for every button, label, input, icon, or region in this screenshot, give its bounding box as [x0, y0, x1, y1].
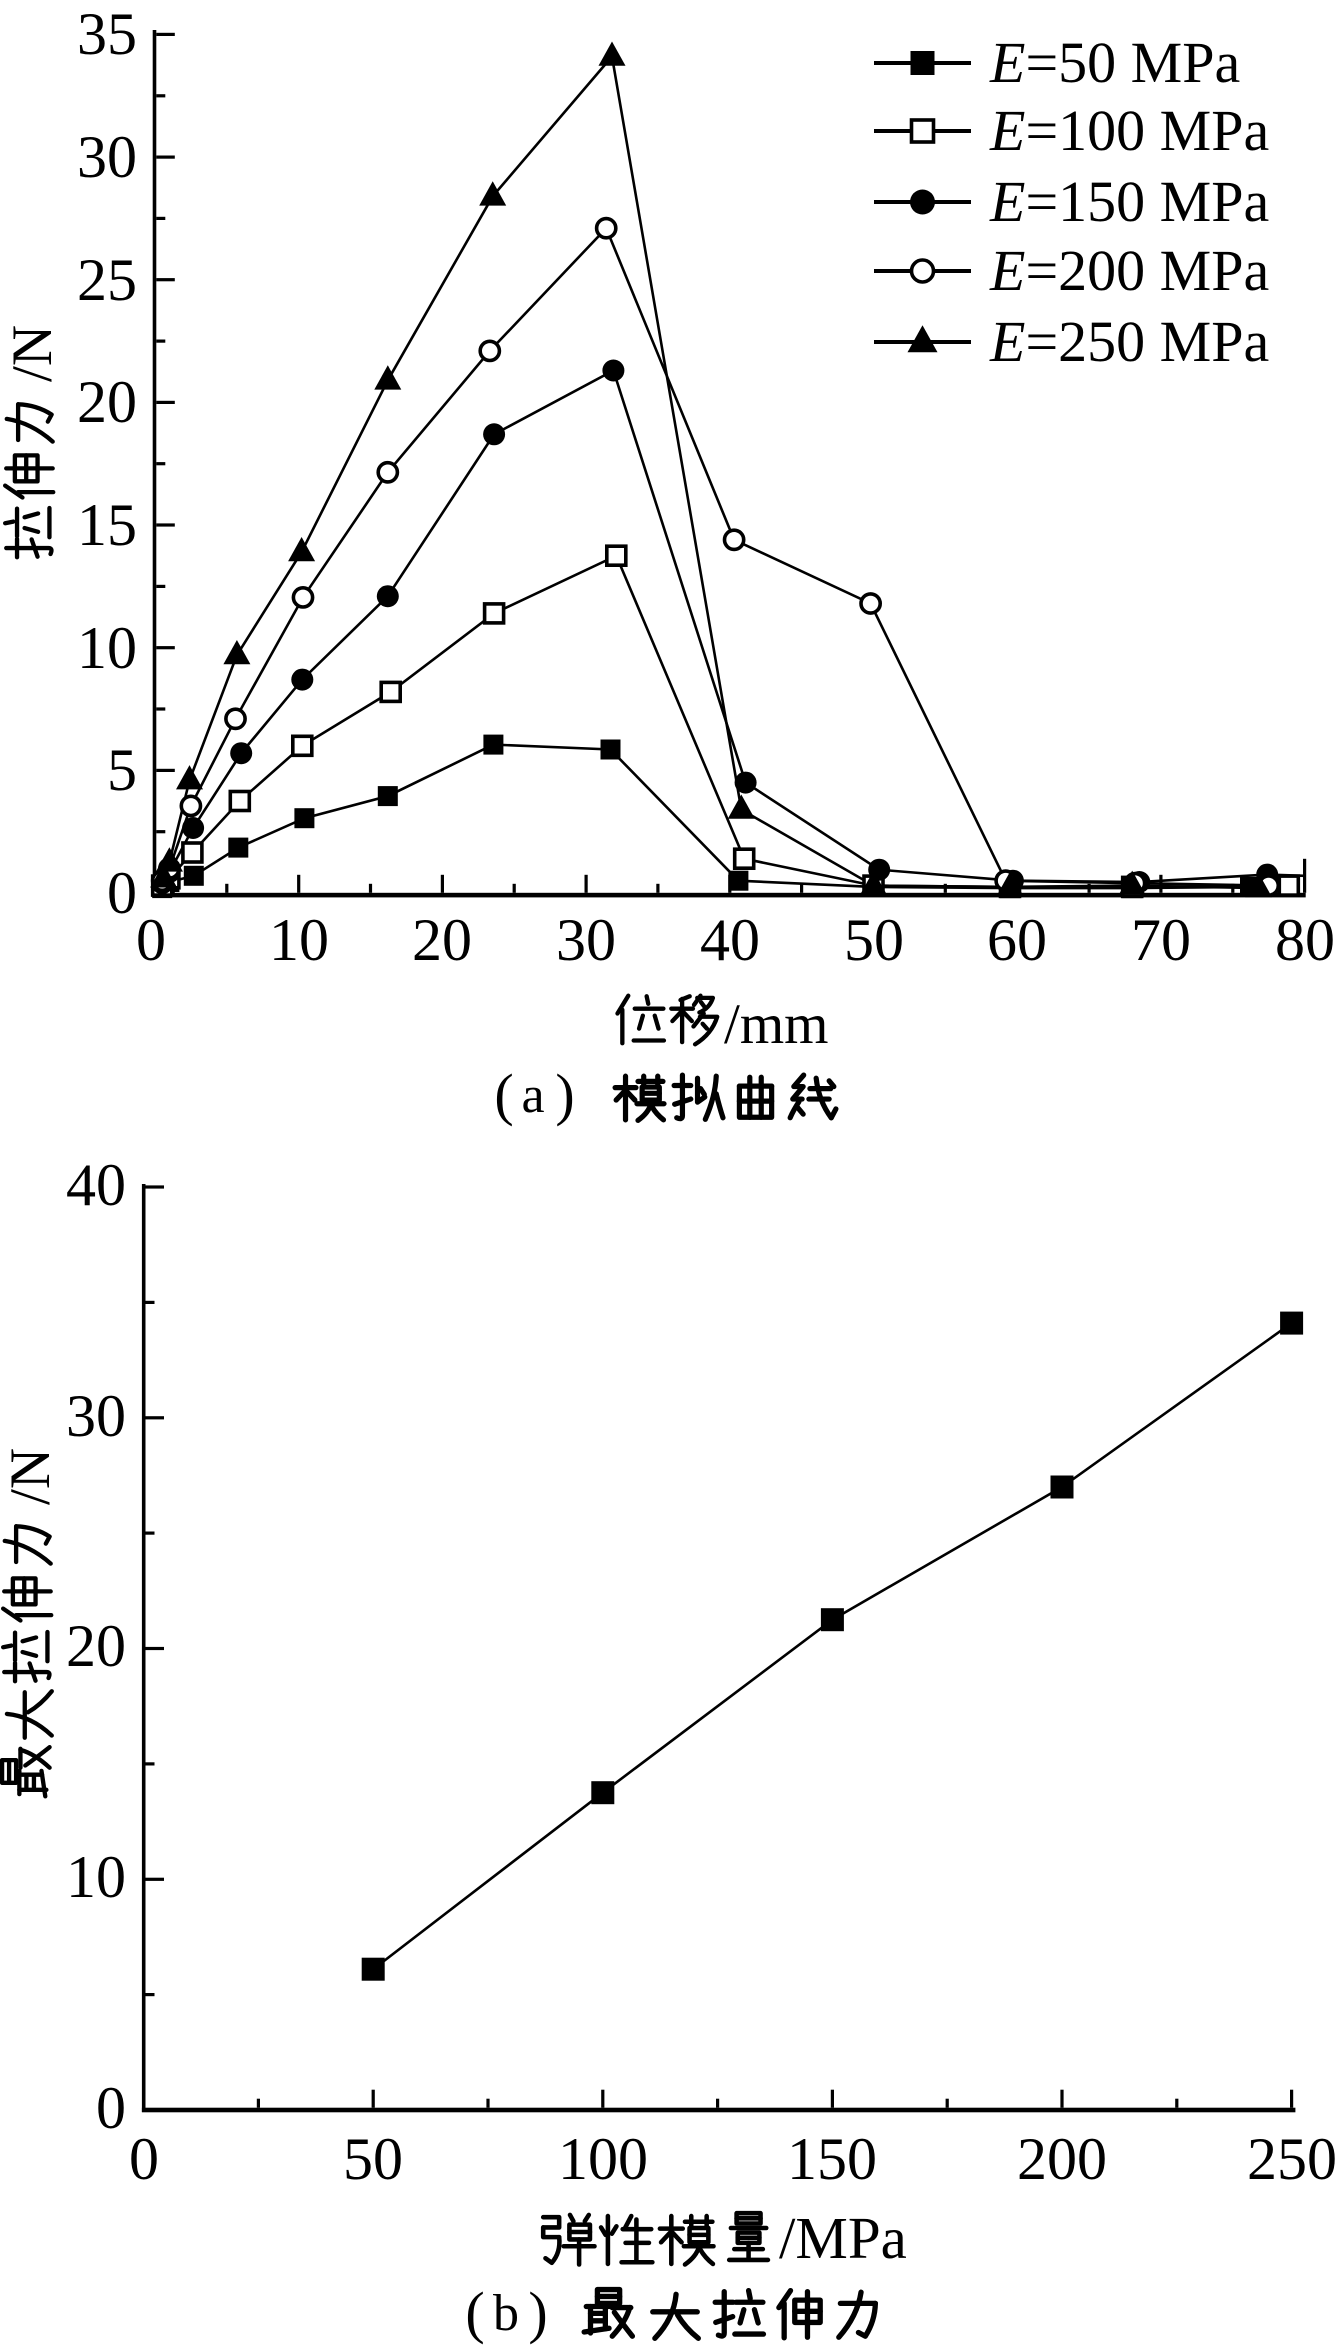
svg-text:E=150 MPa: E=150 MPa — [989, 169, 1269, 234]
svg-text:60: 60 — [987, 907, 1047, 973]
svg-text:10: 10 — [77, 615, 137, 681]
svg-text:80: 80 — [1275, 907, 1335, 973]
svg-text:0: 0 — [107, 860, 137, 926]
svg-text:70: 70 — [1131, 907, 1191, 973]
svg-text:40: 40 — [700, 907, 760, 973]
svg-text:20: 20 — [77, 369, 137, 435]
svg-text:10: 10 — [66, 1844, 126, 1910]
svg-text:): ) — [528, 2280, 547, 2345]
svg-text:0: 0 — [96, 2075, 126, 2141]
svg-text:/MPa: /MPa — [779, 2205, 907, 2271]
svg-text:(: ( — [494, 1062, 513, 1127]
svg-text:0: 0 — [129, 2126, 159, 2192]
svg-text:a: a — [521, 1067, 544, 1124]
svg-text:E=250 MPa: E=250 MPa — [989, 309, 1269, 374]
svg-text:30: 30 — [66, 1383, 126, 1449]
svg-text:30: 30 — [556, 907, 616, 973]
svg-text:/N: /N — [1, 325, 64, 382]
svg-text:250: 250 — [1247, 2126, 1335, 2192]
svg-text:10: 10 — [269, 907, 329, 973]
svg-text:20: 20 — [66, 1613, 126, 1679]
svg-text:/mm: /mm — [724, 993, 829, 1056]
svg-text:E=100 MPa: E=100 MPa — [989, 98, 1269, 163]
svg-text:15: 15 — [77, 492, 137, 558]
svg-text:b: b — [493, 2285, 519, 2342]
svg-text:E=50 MPa: E=50 MPa — [989, 30, 1240, 95]
svg-text:0: 0 — [136, 907, 166, 973]
svg-text:25: 25 — [77, 247, 137, 313]
svg-text:100: 100 — [558, 2126, 648, 2192]
svg-text:30: 30 — [77, 124, 137, 190]
svg-text:(: ( — [465, 2280, 484, 2345]
svg-text:200: 200 — [1017, 2126, 1107, 2192]
svg-text:40: 40 — [66, 1152, 126, 1218]
svg-text:/N: /N — [0, 1448, 62, 1505]
svg-text:150: 150 — [787, 2126, 877, 2192]
svg-text:5: 5 — [107, 737, 137, 803]
svg-text:50: 50 — [844, 907, 904, 973]
svg-text:): ) — [555, 1062, 574, 1127]
svg-text:50: 50 — [343, 2126, 403, 2192]
svg-text:35: 35 — [77, 1, 137, 67]
svg-text:E=200 MPa: E=200 MPa — [989, 238, 1269, 303]
svg-text:20: 20 — [412, 907, 472, 973]
